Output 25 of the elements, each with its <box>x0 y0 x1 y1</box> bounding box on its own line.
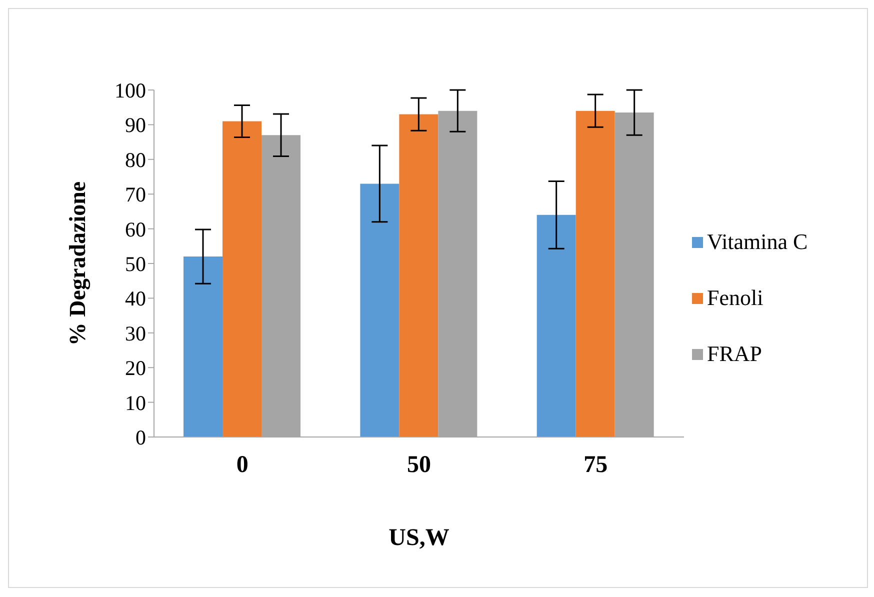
y-tick-label: 10 <box>125 390 146 415</box>
y-tick-label: 40 <box>125 286 146 311</box>
bar <box>360 184 400 437</box>
bar <box>399 114 438 437</box>
bar <box>184 256 223 437</box>
x-tick-label: 50 <box>407 452 431 478</box>
y-tick-label: 50 <box>125 252 146 276</box>
y-axis-title: % Degradazione <box>65 181 92 346</box>
y-tick-label: 100 <box>114 78 146 102</box>
legend-label: Vitamina C <box>707 229 808 255</box>
y-tick-label: 0 <box>136 425 146 450</box>
x-tick-label: 0 <box>236 452 248 478</box>
x-axis-title: US,W <box>388 525 450 551</box>
bar <box>536 214 576 437</box>
y-tick-label: 20 <box>125 356 146 380</box>
legend-label: FRAP <box>707 341 762 367</box>
y-tick-label: 30 <box>125 321 146 346</box>
x-tick-label: 75 <box>584 452 608 478</box>
bar <box>576 110 615 437</box>
y-tick-label: 80 <box>125 148 146 172</box>
y-tick-label: 90 <box>125 113 146 138</box>
legend-label: Fenoli <box>707 285 764 311</box>
y-tick-label: 70 <box>125 182 146 207</box>
y-tick-label: 60 <box>125 217 146 242</box>
bar <box>222 121 262 437</box>
